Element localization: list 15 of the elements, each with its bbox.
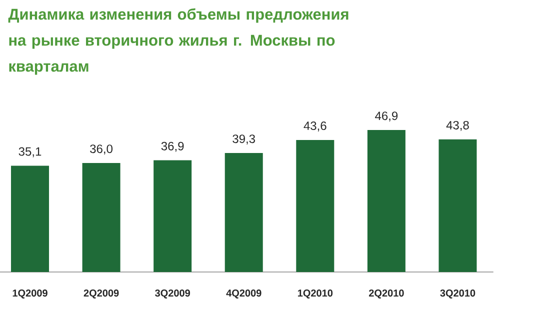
data-label: 43,8	[446, 120, 469, 131]
data-label: 36,9	[161, 142, 184, 152]
x-tick-label: 1Q2009	[12, 290, 48, 298]
x-tick-label: 1Q2010	[298, 290, 333, 298]
x-tick-label: 4Q2009	[226, 290, 262, 298]
chart-title: Динамика изменения объемы предложения на рынке вторичного жилья г. Москвы по кварталам	[8, 8, 348, 75]
data-label: 39,3	[232, 134, 256, 144]
data-label: 46,9	[375, 112, 398, 122]
x-tick-label: 3Q2010	[440, 290, 476, 298]
data-label: 36,0	[90, 144, 112, 154]
data-label: 43,6	[304, 122, 326, 132]
x-tick-label: 2Q2010	[368, 290, 404, 298]
x-tick-label: 3Q2009	[155, 290, 190, 298]
x-tick-label: 2Q2009	[84, 290, 119, 298]
data-label: 35,1	[18, 147, 42, 158]
